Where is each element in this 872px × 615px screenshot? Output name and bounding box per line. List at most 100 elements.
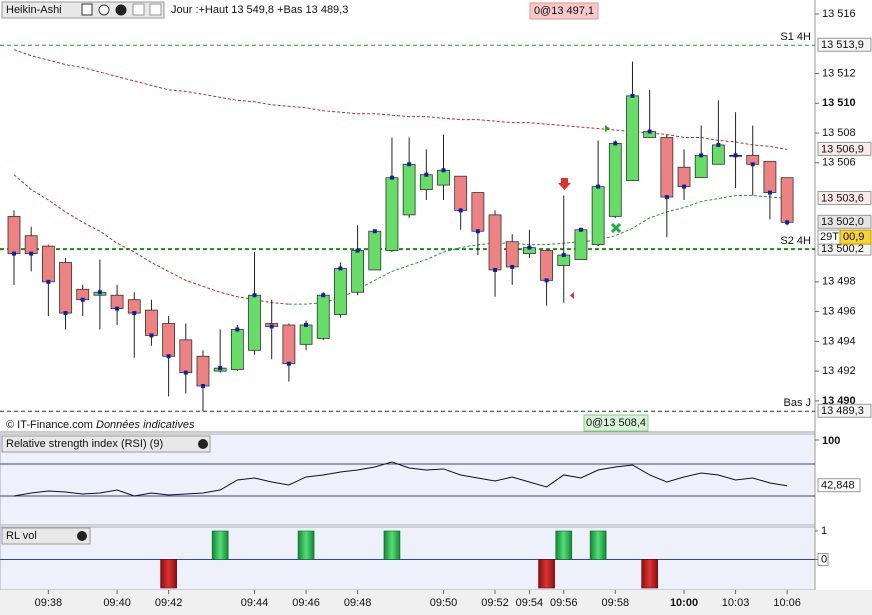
- timer: 29T: [820, 231, 839, 243]
- x-tick-label: 09:52: [481, 597, 509, 609]
- rsi-toolbar: [1, 435, 211, 453]
- toolbar-icons[interactable]: [81, 3, 162, 16]
- cross-marker: [610, 222, 622, 234]
- overlay: 13 516 13 512 13 510 13 508 13 506 13 498 13 4…: [780, 8, 872, 418]
- candle-body: [162, 323, 176, 357]
- icon-close[interactable]: [115, 4, 127, 16]
- close-dot: [183, 370, 188, 375]
- rsi-value: 42,848: [821, 480, 855, 492]
- candle-body: [419, 174, 433, 190]
- close-dot: [664, 195, 669, 200]
- moving-average: [13, 174, 289, 305]
- countdown-box: [839, 229, 872, 245]
- close-dot: [115, 306, 120, 311]
- x-tick-label: 09:38: [35, 597, 63, 609]
- close-dot: [200, 384, 205, 388]
- candle-body: [454, 175, 468, 211]
- signal-marker: [605, 125, 610, 132]
- close-dot: [355, 248, 360, 253]
- candle-body: [471, 192, 485, 232]
- close-dot: [510, 264, 515, 269]
- price-tag: 13 502,0: [821, 216, 864, 228]
- icon-window[interactable]: [81, 3, 93, 16]
- close-dot: [252, 293, 257, 298]
- vol-bar: [538, 559, 555, 589]
- icon-order[interactable]: [132, 3, 145, 16]
- close-dot: [733, 153, 738, 158]
- close-dot: [235, 327, 240, 332]
- price-label: 13 513,9: [821, 39, 864, 51]
- y-tick-label: 100: [822, 435, 840, 447]
- close-dot: [613, 141, 618, 146]
- close-dot: [424, 172, 429, 177]
- x-tick-label: 09:56: [550, 597, 578, 609]
- price-label: 13 489,3: [821, 405, 864, 417]
- y-tick-label: 13 512: [822, 67, 856, 79]
- level-label: Bas J: [783, 397, 811, 409]
- y-tick-label: 13 490: [822, 395, 856, 407]
- moving-average: [13, 49, 788, 150]
- y-tick-label: 13 510: [822, 97, 856, 109]
- close-dot: [321, 293, 326, 298]
- x-tick-label: 09:42: [155, 597, 183, 609]
- rsi-line: [13, 461, 788, 497]
- close-dot: [785, 220, 790, 225]
- candle-body: [282, 324, 296, 365]
- x-tick-label: 09:40: [103, 597, 131, 609]
- candle-body: [660, 137, 674, 198]
- candle-body: [574, 229, 588, 260]
- price-box: [817, 141, 872, 156]
- candle-body: [41, 245, 55, 283]
- rsi-title: Relative strength index (RSI) (9): [6, 438, 163, 450]
- time-axis: [0, 590, 872, 615]
- vol-bar: [555, 530, 573, 560]
- disclaimer: Données indicatives: [96, 419, 195, 431]
- close-dot: [29, 251, 34, 256]
- candle-body: [505, 241, 519, 268]
- candle-body: [127, 299, 141, 314]
- candle-body: [488, 214, 502, 271]
- candle-body: [334, 268, 347, 315]
- close-dot: [97, 290, 102, 295]
- level-label: S1 4H: [780, 31, 811, 43]
- y-tick-label: 13 496: [822, 306, 856, 318]
- y-tick-label: 0: [821, 553, 827, 565]
- close-dot: [630, 93, 635, 98]
- close-dot: [767, 190, 772, 195]
- vol-bar: [160, 559, 177, 589]
- icon-move[interactable]: [149, 3, 162, 16]
- candle-body: [591, 186, 605, 246]
- candle-body: [196, 355, 210, 387]
- icon-alert[interactable]: [98, 4, 110, 16]
- vol-bar: [211, 530, 229, 560]
- close-dot: [441, 168, 446, 173]
- close-dot: [166, 354, 171, 359]
- vol-title: RL vol: [6, 530, 37, 542]
- price-label: 13 503,6: [821, 192, 864, 204]
- order-bottom: 0@13 508,4: [586, 417, 646, 429]
- close-dot: [46, 279, 51, 284]
- day-range: Jour :+Haut 13 549,8 +Bas 13 489,3: [171, 4, 348, 16]
- y-tick-label: 13 494: [822, 335, 856, 347]
- y-tick-label: 13 516: [822, 8, 856, 20]
- y-tick-label: 13 508: [822, 127, 856, 139]
- icon-close[interactable]: [77, 531, 87, 541]
- icon-close[interactable]: [198, 439, 208, 449]
- candle-body: [7, 215, 21, 254]
- candle-body: [437, 169, 450, 186]
- price-box: [817, 214, 872, 229]
- candle-body: [59, 262, 72, 314]
- candle-body: [145, 309, 158, 336]
- x-tick-label: 10:03: [722, 597, 750, 609]
- vol-bar: [383, 530, 401, 560]
- close-dot: [80, 297, 85, 302]
- y-tick-label: 13 498: [822, 276, 856, 288]
- main-panel: [0, 0, 815, 432]
- close-dot: [63, 311, 68, 316]
- candle-body: [626, 95, 639, 182]
- close-dot: [372, 229, 377, 234]
- level-label: S2 4H: [780, 235, 811, 247]
- close-dot: [286, 361, 291, 366]
- x-tick-label: 10:06: [773, 597, 801, 609]
